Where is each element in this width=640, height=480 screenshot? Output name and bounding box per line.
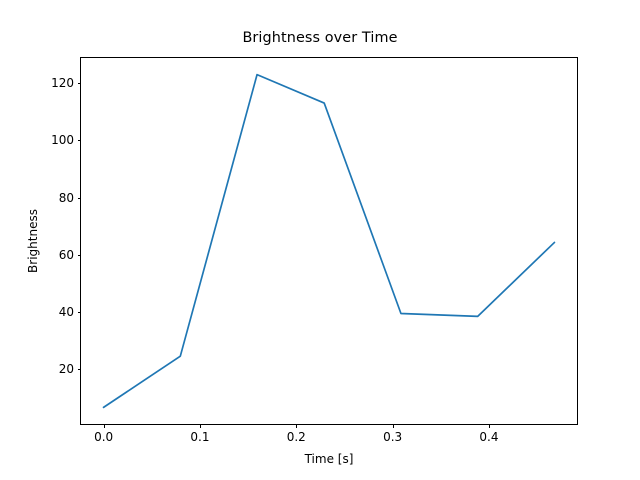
- x-axis-tick-label: 0.3: [383, 430, 403, 444]
- y-axis-tick-mark: [77, 83, 81, 85]
- y-axis-tick-mark: [77, 369, 81, 371]
- x-axis-label: Time [s]: [304, 452, 354, 466]
- chart-title: Brightness over Time: [242, 30, 398, 46]
- y-axis-tick-label: 120: [51, 76, 74, 91]
- y-axis-tick-label: 20: [58, 362, 74, 377]
- brightness-line-series: [102, 73, 556, 409]
- y-axis-tick-mark: [77, 197, 81, 199]
- x-axis-tick-mark: [103, 424, 105, 428]
- y-axis-tick-mark: [77, 312, 81, 314]
- y-axis-tick-label: 100: [51, 133, 74, 148]
- x-axis-tick-label: 0.1: [190, 430, 210, 444]
- plot-axes-area: 20 40 60 80 100 120 0.0 0.1 0.2 0.3 0.4: [51, 57, 578, 444]
- y-axis-tick-label: 60: [58, 247, 74, 262]
- y-axis-tick-label: 80: [58, 190, 74, 205]
- x-axis-tick-mark: [296, 424, 298, 428]
- x-axis-tick-mark: [488, 424, 490, 428]
- y-axis-tick-mark: [77, 140, 81, 142]
- y-axis-tick-mark: [77, 254, 81, 256]
- line-series-svg: [102, 73, 556, 409]
- x-axis-tick-label: 0.2: [286, 430, 306, 444]
- x-axis-tick-label: 0.0: [94, 430, 114, 444]
- y-axis-label: Brightness: [26, 209, 40, 273]
- x-axis-tick-mark: [392, 424, 394, 428]
- x-axis-tick-mark: [199, 424, 201, 428]
- x-axis-tick-label: 0.4: [479, 430, 499, 444]
- y-axis-tick-label: 40: [58, 305, 74, 320]
